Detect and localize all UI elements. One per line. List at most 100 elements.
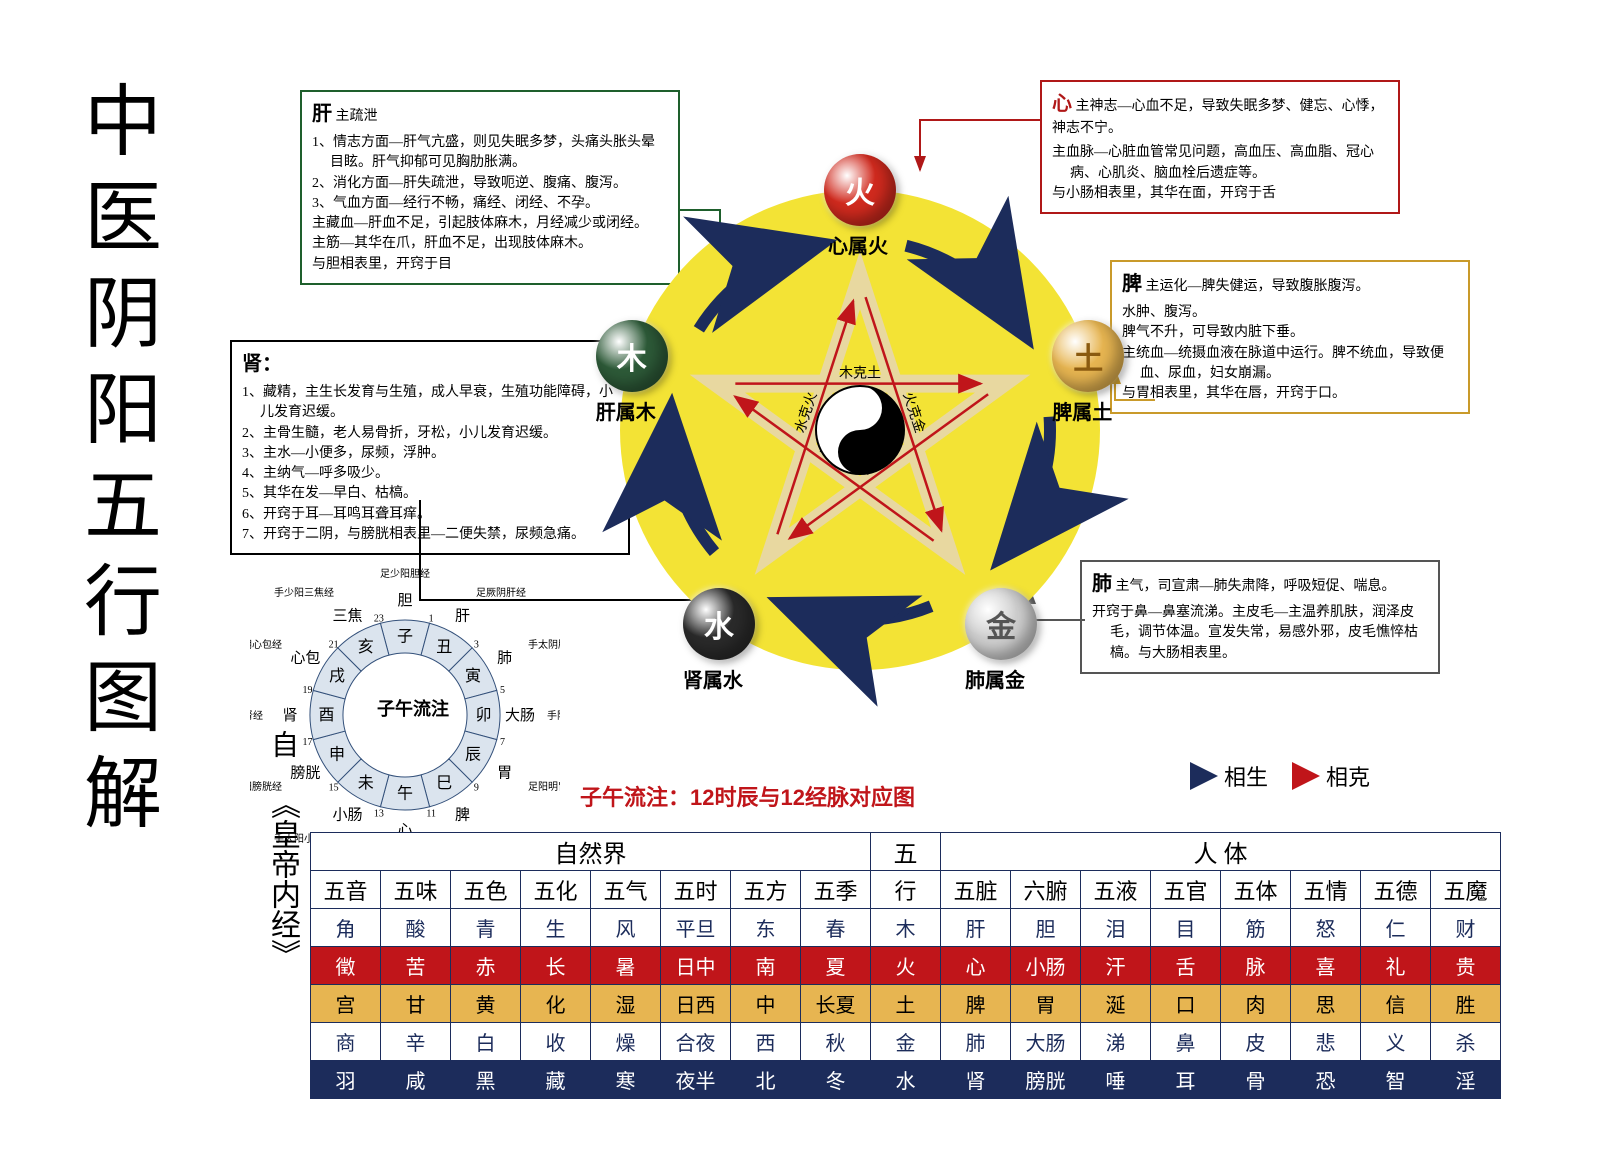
table-cell: 合夜 xyxy=(661,1023,731,1061)
orb-label-metal: 肺属金 xyxy=(965,664,1025,693)
col-header: 五音 xyxy=(311,871,381,909)
orb-wood: 木 xyxy=(596,320,668,392)
svg-text:足阳明胃经: 足阳明胃经 xyxy=(528,780,560,793)
table-cell: 日中 xyxy=(661,947,731,985)
svg-text:小肠: 小肠 xyxy=(332,807,362,824)
table-cell: 商 xyxy=(311,1023,381,1061)
table-cell: 耳 xyxy=(1151,1061,1221,1099)
svg-text:心包: 心包 xyxy=(290,650,320,667)
table-cell: 肺 xyxy=(941,1023,1011,1061)
svg-text:手太阴肺经: 手太阴肺经 xyxy=(528,638,560,651)
table-cell: 小肠 xyxy=(1011,947,1081,985)
table-cell: 生 xyxy=(521,909,591,947)
svg-text:脾: 脾 xyxy=(455,807,470,824)
svg-text:戌: 戌 xyxy=(329,667,345,685)
svg-text:19: 19 xyxy=(302,685,312,696)
box-liver-head: 肝 xyxy=(312,103,332,125)
table-cell: 土 xyxy=(871,985,941,1023)
table-cell: 木 xyxy=(871,909,941,947)
box-spleen: 脾 主运化—脾失健运，导致腹胀腹泻。 水肿、腹泻。脾气不升，可导致内脏下垂。主统… xyxy=(1110,260,1470,414)
table-cell: 涕 xyxy=(1081,1023,1151,1061)
box-spleen-list: 水肿、腹泻。脾气不升，可导致内脏下垂。主统血—统摄血液在脉道中运行。脾不统血，导… xyxy=(1122,303,1458,404)
table-cell: 夜半 xyxy=(661,1061,731,1099)
svg-text:午: 午 xyxy=(397,785,413,803)
table-cell: 北 xyxy=(731,1061,801,1099)
triangle-sheng-icon xyxy=(1190,762,1218,790)
table-cell: 财 xyxy=(1431,909,1501,947)
table-cell: 胆 xyxy=(1011,909,1081,947)
box-item: 开窍于鼻—鼻塞流涕。主皮毛—主温养肌肤，润泽皮毛，调节体温。宣发失常，易感外邪，… xyxy=(1092,603,1428,664)
group-header: 人 体 xyxy=(941,833,1501,871)
svg-text:丑: 丑 xyxy=(436,639,452,656)
table-cell: 南 xyxy=(731,947,801,985)
col-header: 五色 xyxy=(451,871,521,909)
col-header: 五时 xyxy=(661,871,731,909)
box-item: 2、主骨生髓，老人易骨折，牙松，小儿发育迟缓。 xyxy=(242,424,618,444)
table-cell: 火 xyxy=(871,947,941,985)
svg-text:胆: 胆 xyxy=(397,592,412,609)
orb-label-water: 肾属水 xyxy=(683,664,743,693)
table-cell: 平旦 xyxy=(661,909,731,947)
svg-text:3: 3 xyxy=(474,640,479,651)
table-cell: 肾 xyxy=(941,1061,1011,1099)
box-item: 与胃相表里，其华在唇，开窍于口。 xyxy=(1122,384,1458,404)
group-header: 自然界 xyxy=(311,833,871,871)
box-liver-sub: 主疏泄 xyxy=(336,109,378,124)
svg-text:胃: 胃 xyxy=(497,766,512,782)
box-lung-sub: 主气，司宣肃—肺失肃降，呼吸短促、喘息。 xyxy=(1116,579,1396,594)
svg-text:11: 11 xyxy=(426,809,436,820)
table-cell: 赤 xyxy=(451,947,521,985)
table-cell: 辛 xyxy=(381,1023,451,1061)
col-header: 五情 xyxy=(1291,871,1361,909)
box-heart-head: 心 xyxy=(1052,93,1072,115)
table-cell: 日西 xyxy=(661,985,731,1023)
table-cell: 角 xyxy=(311,909,381,947)
table-cell: 鼻 xyxy=(1151,1023,1221,1061)
col-header: 五魔 xyxy=(1431,871,1501,909)
table-cell: 智 xyxy=(1361,1061,1431,1099)
table-cell: 礼 xyxy=(1361,947,1431,985)
svg-text:1: 1 xyxy=(429,613,434,624)
col-header: 五化 xyxy=(521,871,591,909)
col-header: 五脏 xyxy=(941,871,1011,909)
table-cell: 杀 xyxy=(1431,1023,1501,1061)
table-cell: 喜 xyxy=(1291,947,1361,985)
table-cell: 徵 xyxy=(311,947,381,985)
table-cell: 酸 xyxy=(381,909,451,947)
table-cell: 胜 xyxy=(1431,985,1501,1023)
orb-water: 水 xyxy=(683,588,755,660)
orb-earth: 土 xyxy=(1052,320,1124,392)
table-cell: 怒 xyxy=(1291,909,1361,947)
svg-text:子: 子 xyxy=(397,628,413,646)
table-cell: 东 xyxy=(731,909,801,947)
orb-label-earth: 脾属土 xyxy=(1052,396,1112,425)
col-header: 五官 xyxy=(1151,871,1221,909)
table-cell: 筋 xyxy=(1221,909,1291,947)
svg-text:17: 17 xyxy=(302,737,312,748)
table-cell: 夏 xyxy=(801,947,871,985)
table-cell: 苦 xyxy=(381,947,451,985)
table-cell: 湿 xyxy=(591,985,661,1023)
col-header: 五气 xyxy=(591,871,661,909)
svg-text:大肠: 大肠 xyxy=(505,707,535,724)
box-heart-sub: 主神志—心血不足，导致失眠多梦、健忘、心悸，神志不宁。 xyxy=(1052,99,1384,136)
svg-text:酉: 酉 xyxy=(318,707,334,724)
legend: 相生 相克 xyxy=(1190,760,1370,792)
table-cell: 仁 xyxy=(1361,909,1431,947)
box-spleen-sub: 主运化—脾失健运，导致腹胀腹泻。 xyxy=(1146,279,1370,294)
table-cell: 大肠 xyxy=(1011,1023,1081,1061)
svg-text:膀胱: 膀胱 xyxy=(290,765,320,782)
box-item: 7、开窍于二阴，与膀胱相表里—二便失禁，尿频急痛。 xyxy=(242,525,618,545)
svg-text:足厥阴肝经: 足厥阴肝经 xyxy=(476,586,526,599)
table-cell: 膀胱 xyxy=(1011,1061,1081,1099)
col-header: 五体 xyxy=(1221,871,1291,909)
svg-text:肾: 肾 xyxy=(282,707,297,724)
svg-text:足少阴肾经: 足少阴肾经 xyxy=(250,709,263,722)
table-cell: 燥 xyxy=(591,1023,661,1061)
box-item: 6、开窍于耳—耳鸣耳聋耳痒。 xyxy=(242,505,618,525)
box-item: 1、藏精，主生长发育与生殖，成人早衰，生殖功能障碍，小儿发育迟缓。 xyxy=(242,383,618,424)
table-cell: 淫 xyxy=(1431,1061,1501,1099)
page: { "title":"中医阴阳五行图解", "subtitle_prefix":… xyxy=(0,0,1600,1168)
box-item: 3、主水—小便多，尿频，浮肿。 xyxy=(242,444,618,464)
svg-text:13: 13 xyxy=(374,809,384,820)
